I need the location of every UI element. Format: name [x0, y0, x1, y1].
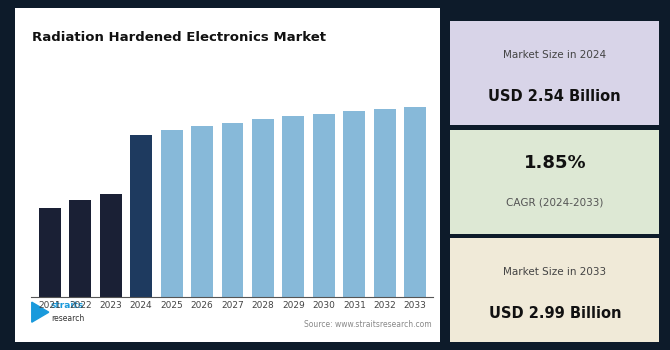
- Bar: [222, 123, 243, 297]
- Bar: [283, 116, 304, 297]
- Bar: [39, 208, 61, 297]
- Bar: [374, 108, 396, 297]
- Text: USD 2.99 Billion: USD 2.99 Billion: [488, 306, 621, 321]
- Text: Market Size in 2024: Market Size in 2024: [503, 50, 606, 60]
- Text: USD 2.54 Billion: USD 2.54 Billion: [488, 89, 621, 104]
- Text: Source: www.straitsresearch.com: Source: www.straitsresearch.com: [304, 320, 431, 329]
- Bar: [130, 135, 152, 297]
- Bar: [252, 119, 274, 297]
- Text: CAGR (2024-2033): CAGR (2024-2033): [506, 198, 604, 208]
- Bar: [343, 111, 365, 297]
- Bar: [404, 107, 426, 297]
- Bar: [313, 114, 335, 297]
- Bar: [161, 130, 182, 297]
- Bar: [69, 200, 91, 297]
- Polygon shape: [31, 302, 49, 322]
- Text: research: research: [51, 314, 84, 323]
- Text: 1.85%: 1.85%: [523, 154, 586, 172]
- Bar: [191, 126, 213, 297]
- Text: straits: straits: [51, 301, 84, 310]
- Text: Radiation Hardened Electronics Market: Radiation Hardened Electronics Market: [31, 31, 326, 44]
- Bar: [100, 194, 122, 297]
- Text: Forecast 2024-2033: Forecast 2024-2033: [31, 81, 135, 91]
- Text: Market Size in 2033: Market Size in 2033: [503, 267, 606, 276]
